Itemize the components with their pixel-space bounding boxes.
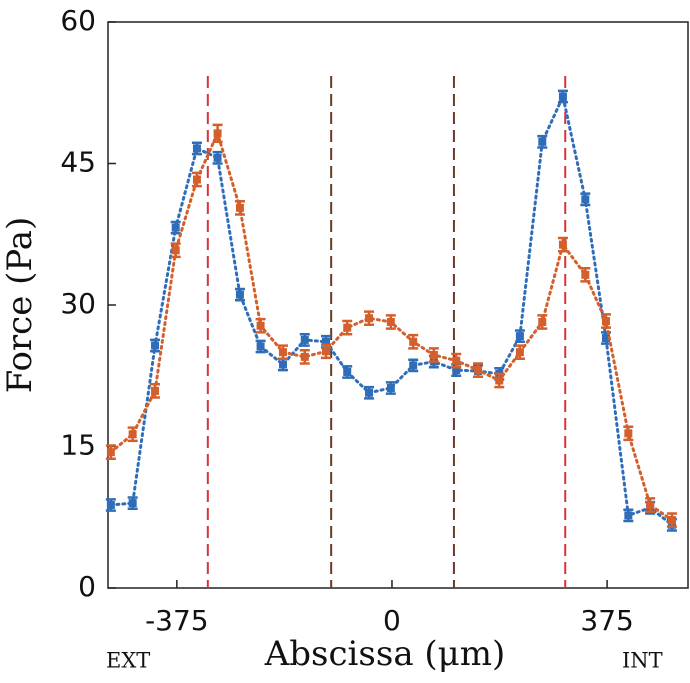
marker (429, 350, 438, 359)
marker (128, 499, 137, 508)
marker (386, 317, 395, 326)
marker (452, 366, 461, 375)
y-tick-label: 60 (60, 4, 96, 37)
marker (624, 511, 633, 520)
marker (409, 337, 418, 346)
marker (278, 360, 287, 369)
annotation: EXT (106, 649, 150, 673)
marker (192, 144, 201, 153)
marker (515, 332, 524, 341)
marker (495, 376, 504, 385)
marker (278, 348, 287, 357)
marker (213, 129, 222, 138)
marker (128, 430, 137, 439)
x-tick-label: 375 (580, 604, 633, 637)
marker (581, 195, 590, 204)
x-tick-label: 0 (383, 604, 401, 637)
y-axis-label: Force (Pa) (0, 217, 40, 394)
marker (558, 240, 567, 249)
marker (452, 356, 461, 365)
y-tick-label: 15 (60, 429, 96, 462)
marker (409, 361, 418, 370)
marker (106, 500, 115, 509)
marker (213, 153, 222, 162)
marker (386, 384, 395, 393)
marker (538, 137, 547, 146)
y-tick-label: 30 (60, 287, 96, 320)
marker (322, 337, 331, 346)
marker (322, 347, 331, 356)
marker (300, 335, 309, 344)
marker (601, 317, 610, 326)
marker (474, 366, 483, 375)
marker (624, 429, 633, 438)
marker (343, 367, 352, 376)
series-line (109, 91, 674, 527)
x-tick-label: -375 (145, 604, 209, 637)
marker (171, 223, 180, 232)
marker (343, 323, 352, 332)
marker (667, 516, 676, 525)
y-tick-label: 0 (78, 570, 96, 603)
marker (235, 290, 244, 299)
marker (365, 314, 374, 323)
marker (646, 500, 655, 509)
marker (151, 386, 160, 395)
marker (515, 348, 524, 357)
marker (106, 448, 115, 457)
y-tick-label: 45 (60, 146, 96, 179)
marker (538, 317, 547, 326)
x-axis-label: Abscissa (μm) (264, 634, 506, 674)
marker (235, 203, 244, 212)
marker (192, 175, 201, 184)
marker (601, 334, 610, 343)
marker (171, 246, 180, 255)
marker (151, 341, 160, 350)
marker (300, 352, 309, 361)
marker (558, 92, 567, 101)
annotation: INT (622, 649, 663, 673)
marker (256, 321, 265, 330)
marker (581, 270, 590, 279)
marker (365, 388, 374, 397)
marker (256, 342, 265, 351)
